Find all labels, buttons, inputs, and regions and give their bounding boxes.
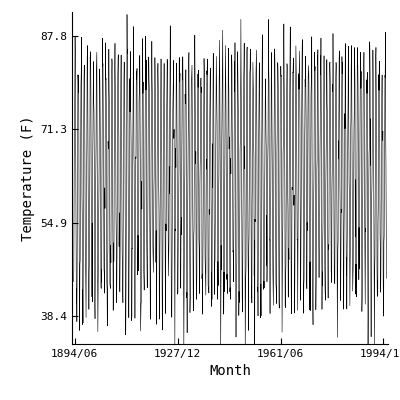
Y-axis label: Temperature (F): Temperature (F) [20,115,34,241]
X-axis label: Month: Month [209,364,251,378]
